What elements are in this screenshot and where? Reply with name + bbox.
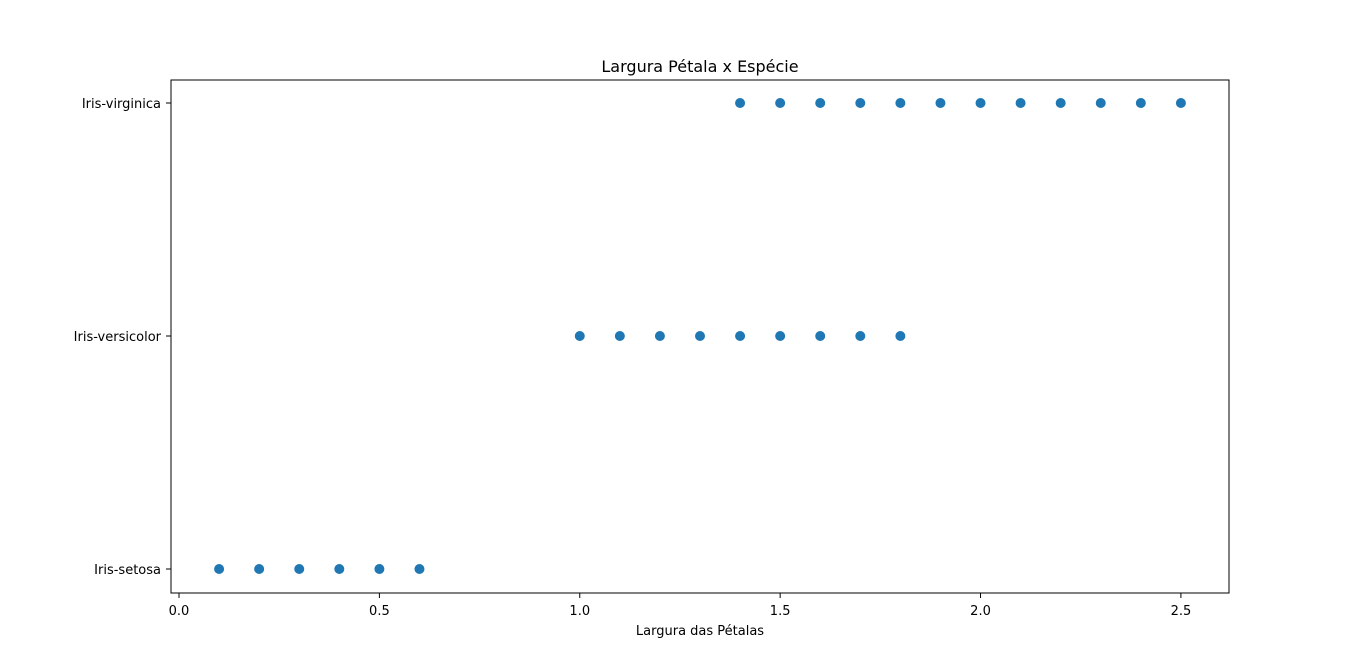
data-point <box>935 98 946 108</box>
chart-title: Largura Pétala x Espécie <box>601 57 798 76</box>
data-point <box>254 564 265 574</box>
data-point <box>895 331 906 341</box>
data-point <box>614 331 625 341</box>
data-point <box>1095 98 1106 108</box>
x-tick-label: 1.5 <box>770 604 791 619</box>
data-point <box>294 564 305 574</box>
x-axis-label: Largura das Pétalas <box>636 624 764 639</box>
x-tick-label: 0.0 <box>169 604 190 619</box>
data-point <box>775 331 786 341</box>
x-tick-label: 1.0 <box>569 604 590 619</box>
y-tick-label: Iris-setosa <box>94 563 161 578</box>
data-point <box>334 564 345 574</box>
x-tick-label: 0.5 <box>369 604 390 619</box>
data-point <box>695 331 705 341</box>
data-point <box>574 331 585 341</box>
data-point <box>775 98 786 108</box>
x-axis: 0.0 0.5 1.0 1.5 2.0 2.5 <box>169 593 1192 619</box>
data-point <box>414 564 425 574</box>
data-point <box>654 331 665 341</box>
data-point <box>735 98 746 108</box>
y-tick-label: Iris-virginica <box>82 97 161 112</box>
data-point <box>1015 98 1026 108</box>
data-points <box>214 98 1186 574</box>
data-point <box>1055 98 1066 108</box>
data-point <box>1135 98 1146 108</box>
data-point <box>815 98 826 108</box>
data-point <box>815 331 826 341</box>
data-point <box>214 564 225 574</box>
data-point <box>895 98 906 108</box>
data-point <box>735 331 746 341</box>
x-tick-label: 2.0 <box>970 604 991 619</box>
data-point <box>855 98 866 108</box>
x-tick-label: 2.5 <box>1171 604 1192 619</box>
y-axis: Iris-setosa Iris-versicolor Iris-virginica <box>74 97 171 578</box>
data-point <box>1175 98 1186 108</box>
data-point <box>374 564 385 574</box>
y-tick-label: Iris-versicolor <box>74 330 162 345</box>
data-point <box>975 98 986 108</box>
data-point <box>855 331 866 341</box>
